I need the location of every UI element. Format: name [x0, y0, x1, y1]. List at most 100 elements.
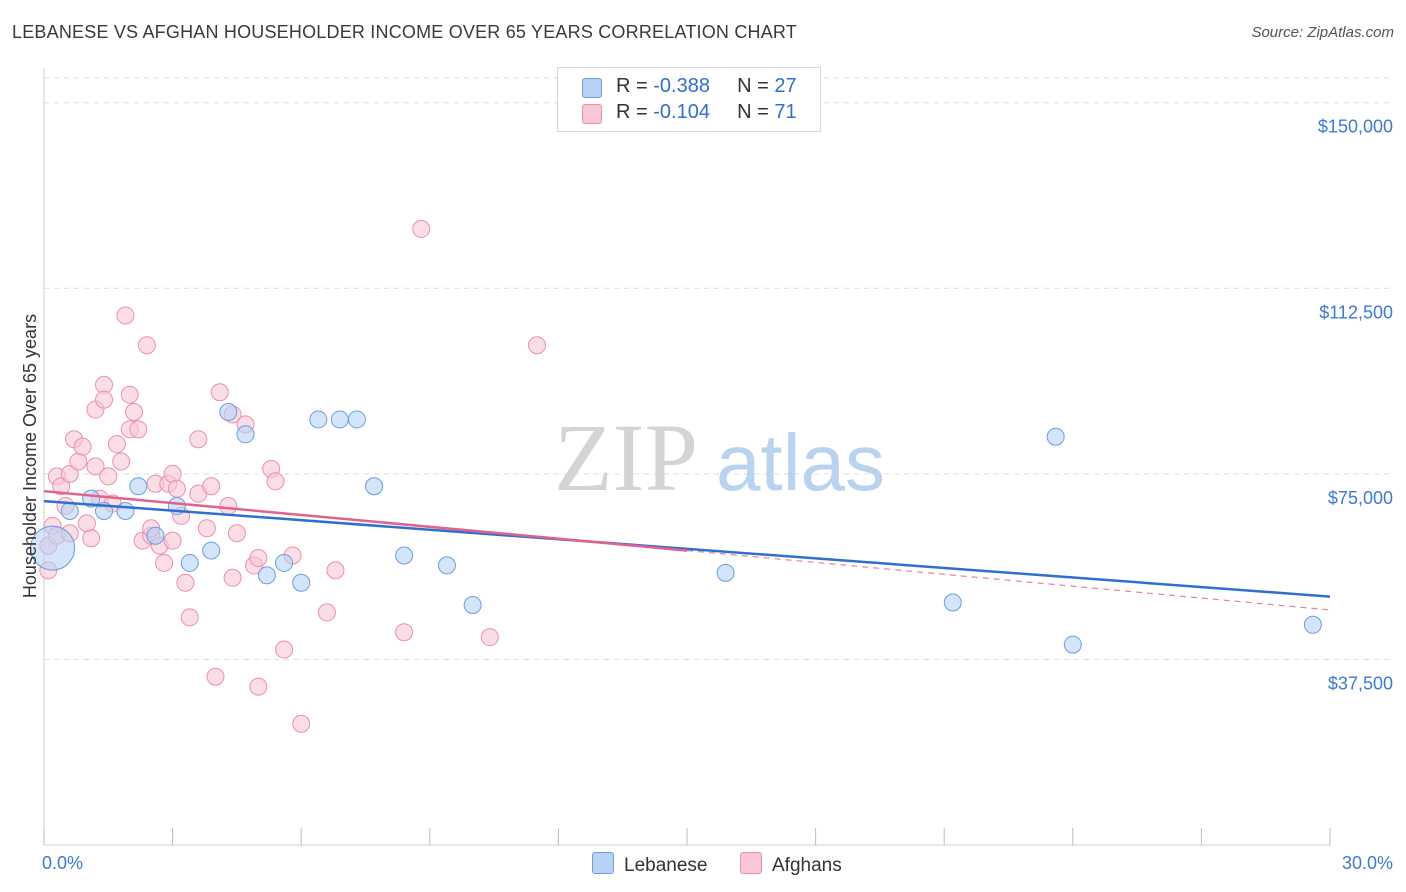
lebanese-point	[180, 553, 199, 572]
lebanese-point	[292, 573, 311, 592]
afghan-point	[86, 457, 105, 476]
afghan-point	[527, 336, 546, 355]
afghan-point	[266, 472, 285, 491]
afghan-point	[163, 531, 182, 550]
y-tick-label: $150,000	[1318, 117, 1393, 137]
legend-r-label: R =	[616, 75, 654, 97]
afghan-point	[249, 677, 268, 696]
watermark-atlas: atlas	[716, 418, 885, 507]
legend-n-label: N =	[737, 101, 775, 123]
y-tick-label: $37,500	[1328, 673, 1393, 693]
afghan-point	[125, 403, 144, 422]
afghan-point	[275, 640, 294, 659]
afghan-point	[112, 452, 131, 471]
lebanese-point	[437, 556, 456, 575]
afghan-point	[317, 603, 336, 622]
bottom-legend-label-lebanese: Lebanese	[624, 855, 708, 876]
lebanese-point	[116, 501, 135, 520]
axes: $37,500 $75,000 $112,500 $150,000 0.0% 30.0%	[42, 68, 1393, 873]
afghan-point	[292, 714, 311, 733]
legend-swatch-lebanese	[582, 78, 602, 98]
afghan-point	[52, 477, 71, 496]
afghan-point	[412, 219, 431, 238]
afghan-points	[39, 219, 546, 733]
lebanese-point	[257, 566, 276, 585]
lebanese-point	[60, 501, 79, 520]
afghan-trend-line	[43, 489, 688, 552]
bottom-legend-swatch-lebanese	[592, 852, 614, 874]
trend-lines	[43, 489, 1331, 611]
lebanese-point	[236, 425, 255, 444]
legend-swatch-afghans	[582, 104, 602, 124]
afghan-point	[219, 497, 238, 516]
y-tick-label: $112,500	[1319, 302, 1393, 322]
lebanese-point	[365, 477, 384, 496]
legend-r-label: R =	[616, 101, 654, 123]
lebanese-point	[347, 410, 366, 429]
x-tick-label-max: 30.0%	[1342, 853, 1393, 873]
afghan-point	[176, 573, 195, 592]
afghan-point	[167, 479, 186, 498]
lebanese-point	[146, 526, 165, 545]
afghan-point	[129, 420, 148, 439]
afghan-point	[326, 561, 345, 580]
afghan-point	[107, 435, 126, 454]
legend-r-value-lebanese: -0.388	[653, 75, 710, 97]
afghan-point	[480, 628, 499, 647]
afghan-point	[189, 430, 208, 449]
afghan-point	[60, 464, 79, 483]
lebanese-point	[202, 541, 221, 560]
afghan-point	[395, 623, 414, 642]
lebanese-point	[309, 410, 328, 429]
afghan-point	[137, 336, 156, 355]
lebanese-point	[395, 546, 414, 565]
afghan-point	[120, 385, 139, 404]
legend-r-value-afghans: -0.104	[653, 101, 710, 123]
bottom-legend-lebanese: Lebanese	[592, 852, 707, 877]
lebanese-point	[219, 403, 238, 422]
legend-n-value-afghans: 71	[774, 101, 797, 123]
afghan-point	[210, 383, 229, 402]
afghan-point	[227, 524, 246, 543]
afghan-point	[180, 608, 199, 627]
afghan-point	[163, 464, 182, 483]
watermark: ZIP atlas	[554, 404, 885, 511]
bottom-legend-swatch-afghans	[740, 852, 762, 874]
y-axis-label: Householder Income Over 65 years	[20, 314, 40, 598]
legend-n-value-lebanese: 27	[774, 75, 797, 97]
chart-title: LEBANESE VS AFGHAN HOUSEHOLDER INCOME OV…	[12, 22, 797, 42]
correlation-legend: R = -0.388 N = 27 R = -0.104 N = 71	[557, 67, 821, 132]
afghan-point	[197, 519, 216, 538]
watermark-zip: ZIP	[554, 404, 698, 511]
lebanese-point	[716, 563, 735, 582]
bottom-legend-afghans: Afghans	[740, 852, 842, 877]
afghan-point	[155, 553, 174, 572]
afghan-point	[223, 568, 242, 587]
afghan-point	[249, 548, 268, 567]
afghan-point	[73, 437, 92, 456]
afghan-point	[206, 667, 225, 686]
lebanese-point	[463, 596, 482, 615]
afghan-point	[82, 529, 101, 548]
afghan-point	[95, 390, 114, 409]
afghan-point	[69, 452, 88, 471]
lebanese-point	[129, 477, 148, 496]
lebanese-point	[943, 593, 962, 612]
lebanese-point	[1063, 635, 1082, 654]
y-tick-label: $75,000	[1328, 488, 1393, 508]
lebanese-point	[1303, 615, 1322, 634]
source-credit: Source: ZipAtlas.com	[1251, 24, 1394, 41]
bottom-legend-label-afghans: Afghans	[772, 855, 842, 876]
afghan-trend-extension	[686, 549, 1331, 611]
lebanese-point	[330, 410, 349, 429]
afghan-point	[77, 514, 96, 533]
afghan-point	[202, 477, 221, 496]
afghan-point	[99, 467, 118, 486]
afghan-point	[116, 306, 135, 325]
x-tick-label-min: 0.0%	[42, 853, 83, 873]
lebanese-point	[275, 553, 294, 572]
lebanese-trend-line	[43, 499, 1331, 598]
lebanese-point	[1046, 427, 1065, 446]
legend-n-label: N =	[737, 75, 775, 97]
